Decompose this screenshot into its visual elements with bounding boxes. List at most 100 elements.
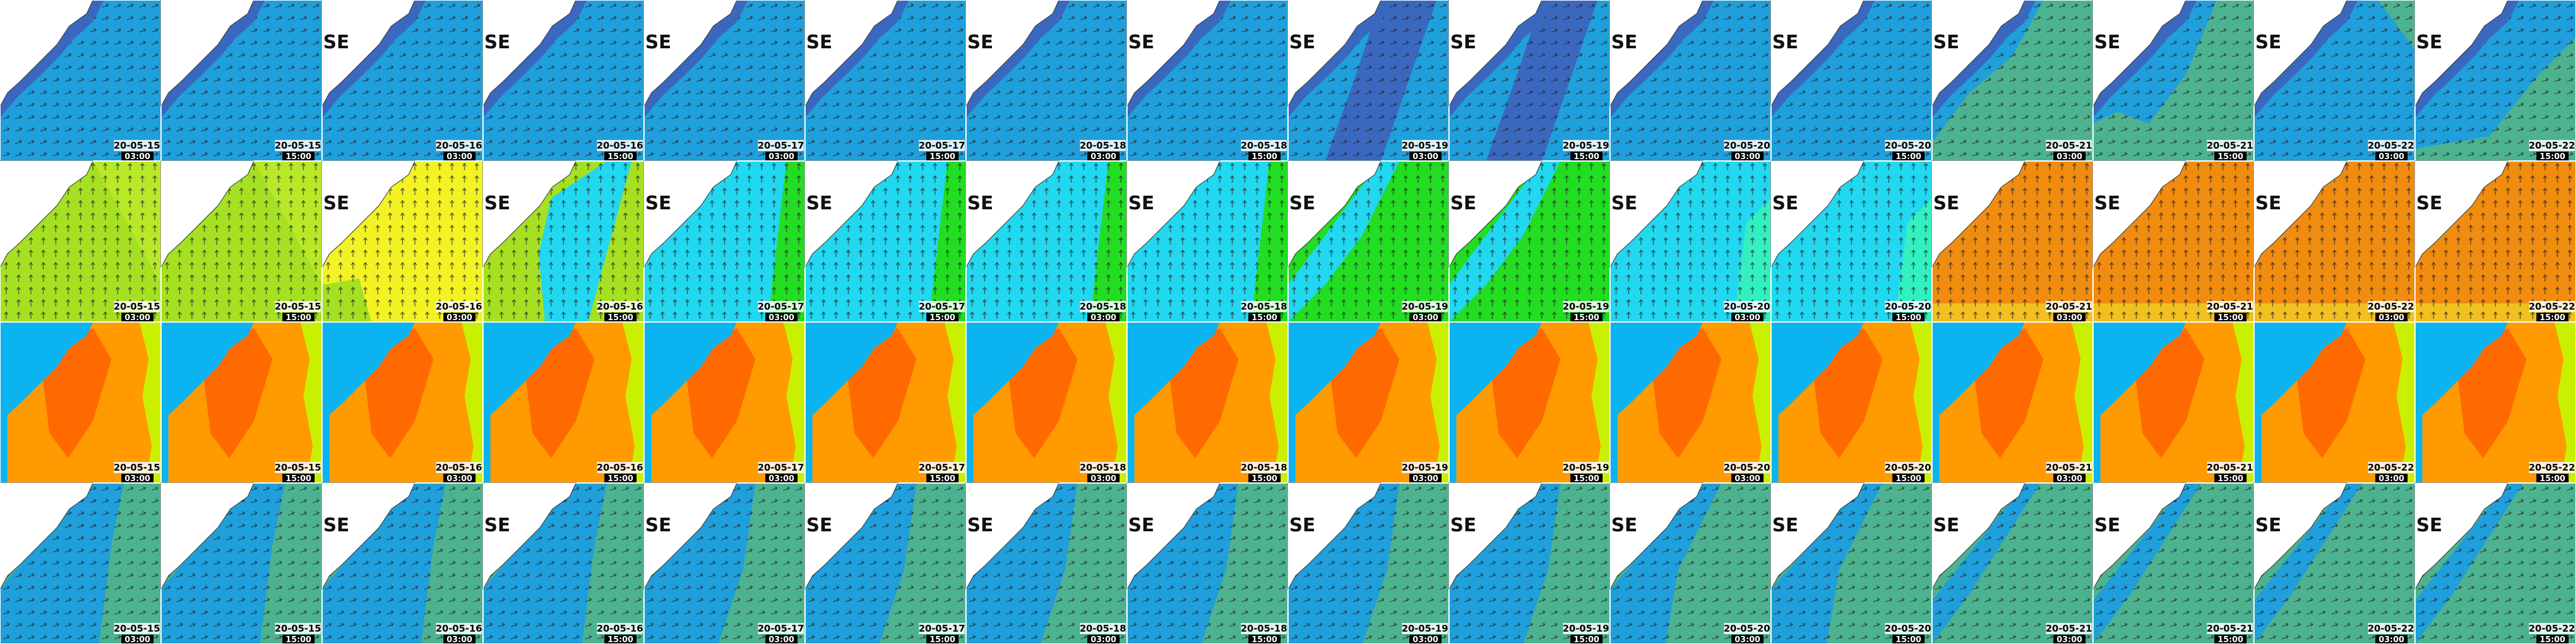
date-label: 20-05-20 [1723,301,1770,312]
time-label: 15:00 [2539,474,2565,484]
date-label: 20-05-18 [1240,623,1287,634]
label-bg [758,462,804,473]
side-label: SE [1128,32,1154,53]
time-label: 03:00 [446,152,472,162]
land [1448,0,1543,107]
coast-band [1932,0,2036,118]
side-label: SE [2094,32,2120,53]
time-bg [282,313,315,322]
land-right [2071,322,2093,483]
time-bg [1731,152,1764,161]
side-label: SE [323,515,349,536]
date-label: 20-05-17 [918,301,965,312]
land-right [944,322,966,483]
date-label: 20-05-16 [596,462,643,473]
label-bg [1885,462,1931,473]
time-bg [1087,474,1120,483]
time-label: 15:00 [929,474,955,484]
coast-band [161,0,265,118]
label-bg [1402,462,1448,473]
time-bg [2375,313,2408,322]
time-bg [2375,635,2408,644]
label-bg [275,140,321,151]
land [0,160,94,268]
time-label: 15:00 [1251,635,1277,644]
date-label: 20-05-18 [1240,301,1287,312]
time-bg [1248,635,1281,644]
time-bg [1409,474,1442,483]
land [1770,482,1865,590]
land [805,322,898,429]
land [482,160,577,268]
label-bg [2368,140,2414,151]
land [965,0,1060,107]
land [161,322,254,429]
land [1126,0,1221,107]
left-strip [2415,322,2422,483]
time-label: 03:00 [2378,313,2404,323]
label-bg [1563,301,1609,312]
date-label: 20-05-15 [113,462,160,473]
time-bg [926,474,959,483]
label-bg [597,301,643,312]
land [2253,482,2348,590]
side-label: SE [1611,32,1637,53]
label-bg [2529,140,2575,151]
date-label: 20-05-19 [1562,462,1609,473]
date-label: 20-05-22 [2528,623,2575,634]
land-right [1910,322,1932,483]
time-bg [121,474,154,483]
time-bg [765,313,798,322]
label-bg [1080,301,1126,312]
land [2254,322,2347,429]
land [0,322,93,429]
label-bg [1080,462,1126,473]
label-bg [2368,301,2414,312]
time-bg [926,313,959,322]
land [0,482,94,590]
side-label: SE [967,515,993,536]
label-bg [758,623,804,634]
time-label: 15:00 [285,313,311,323]
land [1449,322,1542,429]
time-label: 03:00 [2056,152,2082,162]
date-label: 20-05-16 [435,140,482,151]
land [1931,0,2026,107]
time-label: 03:00 [1412,635,1438,644]
date-label: 20-05-22 [2367,623,2414,634]
date-label: 20-05-17 [918,140,965,151]
label-bg [436,462,482,473]
time-bg [121,313,154,322]
land-right [300,322,322,483]
label-bg [2046,301,2092,312]
label-bg [597,623,643,634]
label-bg [2207,301,2253,312]
land-right [1105,322,1127,483]
time-label: 15:00 [2539,313,2565,323]
label-bg [758,140,804,151]
land [1287,160,1382,268]
time-label: 15:00 [1895,635,1921,644]
time-label: 15:00 [2539,635,2565,644]
date-label: 20-05-15 [274,301,321,312]
date-label: 20-05-21 [2045,301,2092,312]
side-label: SE [2094,193,2120,214]
time-label: 15:00 [607,152,633,162]
side-label: SE [1772,193,1798,214]
time-label: 15:00 [929,313,955,323]
land [482,0,577,107]
date-label: 20-05-22 [2528,462,2575,473]
time-label: 03:00 [2378,152,2404,162]
label-bg [1080,623,1126,634]
land [160,160,255,268]
